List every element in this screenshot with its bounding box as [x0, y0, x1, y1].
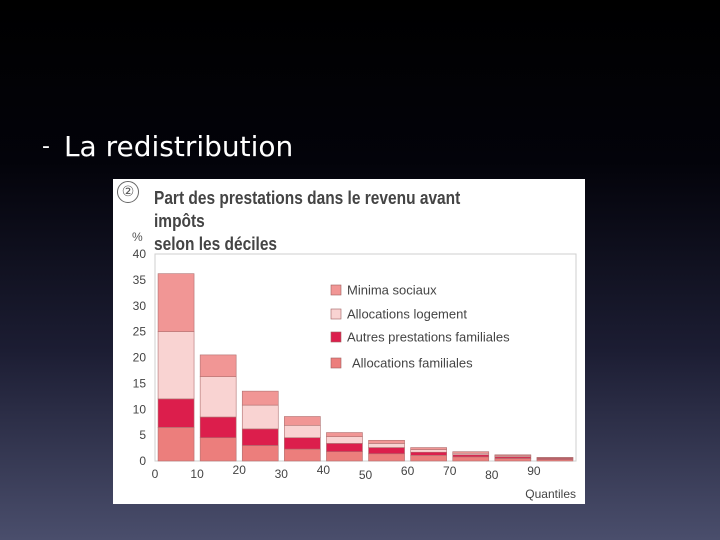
- bar-segment-allocations-logement: [326, 436, 363, 444]
- y-tick-label: 10: [133, 402, 147, 416]
- bar-segment-autres-prestations-familiales: [452, 454, 490, 458]
- chart-figure: ② Part des prestations dans le revenu av…: [113, 179, 585, 504]
- x-tick-label: 30: [275, 467, 289, 481]
- y-tick-label: 0: [139, 454, 146, 468]
- bar-segment-allocations-familiales: [157, 427, 195, 462]
- figure-number: ②: [117, 181, 139, 203]
- y-tick-label: 20: [133, 351, 147, 365]
- stacked-bar-chart: % 0 5 10 15 20 25 30 35 40 0 10 20 30 40 50 60 70 80 90 Quan…: [132, 230, 577, 501]
- bar-segment-autres-prestations-familiales: [157, 398, 195, 428]
- y-tick-label: 30: [133, 299, 147, 313]
- bar-segment-autres-prestations-familiales: [368, 447, 405, 455]
- bar-segment-autres-prestations-familiales: [410, 451, 447, 456]
- x-tick-label: 60: [401, 464, 415, 478]
- bar-segment-allocations-logement: [241, 404, 279, 430]
- bar-segment-allocations-logement: [410, 449, 447, 453]
- legend-swatch-autres-prestations-familiales: [330, 331, 342, 343]
- legend-swatch-minima-sociaux: [330, 284, 342, 296]
- bar-segment-allocations-familiales: [452, 456, 490, 462]
- bullet-text: La redistribution: [63, 130, 294, 163]
- y-tick-label: 15: [133, 376, 147, 390]
- bar-segment-allocations-familiales: [199, 437, 237, 462]
- chart-title-line1: Part des prestations dans le revenu avan…: [154, 188, 461, 231]
- bar-segment-minima-sociaux: [284, 416, 321, 426]
- bar-segment-minima-sociaux: [241, 390, 279, 406]
- legend-swatch-allocations-logement: [330, 308, 342, 320]
- y-tick-label: 35: [133, 273, 147, 287]
- legend-label-allocations-logement: Allocations logement: [347, 307, 467, 322]
- bar-segment-minima-sociaux: [368, 439, 405, 444]
- x-tick-label: 40: [317, 463, 331, 477]
- bar-segment-allocations-familiales: [494, 458, 532, 462]
- bar-segment-autres-prestations-familiales: [241, 428, 279, 446]
- bar-segment-allocations-logement: [157, 331, 195, 400]
- bar-segment-minima-sociaux: [199, 354, 237, 377]
- bar-segment-autres-prestations-familiales: [326, 443, 363, 452]
- bar-segment-allocations-logement: [368, 443, 405, 448]
- x-tick-label: 20: [233, 463, 247, 477]
- bar-segment-allocations-logement: [284, 424, 321, 439]
- bullet-dash: -: [42, 134, 50, 159]
- legend-label-allocations-familiales: Allocations familiales: [352, 356, 473, 371]
- x-axis-label: Quantiles: [525, 487, 576, 501]
- y-tick-label: 5: [139, 428, 146, 442]
- bar-segment-minima-sociaux: [157, 273, 195, 332]
- x-tick-label: 0: [152, 467, 159, 481]
- bar-segment-allocations-familiales: [284, 448, 321, 462]
- bar-segment-minima-sociaux: [410, 447, 447, 450]
- chart-title-line2: selon les déciles: [154, 234, 278, 254]
- bar-segment-minima-sociaux: [452, 451, 490, 454]
- bar-segment-allocations-familiales: [241, 445, 279, 462]
- bar-segment-minima-sociaux: [326, 432, 363, 437]
- bar-segment-autres-prestations-familiales: [284, 437, 321, 450]
- y-tick-label: 25: [133, 325, 147, 339]
- x-tick-label: 90: [527, 464, 541, 478]
- bar-segment-allocations-familiales: [410, 455, 447, 462]
- y-axis-label: %: [132, 230, 143, 244]
- slide-bullet: - La redistribution: [42, 130, 293, 167]
- legend-label-autres-prestations-familiales: Autres prestations familiales: [347, 330, 510, 345]
- x-tick-label: 10: [190, 467, 204, 481]
- x-tick-label: 50: [359, 468, 373, 482]
- bar-segment-minima-sociaux: [494, 454, 532, 457]
- chart-title: Part des prestations dans le revenu avan…: [154, 187, 515, 256]
- bar-segment-allocations-logement: [199, 376, 237, 418]
- x-tick-label: 70: [443, 464, 457, 478]
- plot-frame: [154, 253, 577, 462]
- legend-label-minima-sociaux: Minima sociaux: [347, 283, 437, 298]
- legend-swatch-allocations-familiales: [330, 357, 342, 369]
- bar-segment-allocations-familiales: [368, 453, 405, 462]
- bar-segment-allocations-familiales: [326, 451, 363, 462]
- bar-segment-minima-sociaux: [536, 457, 574, 459]
- x-tick-label: 80: [485, 468, 499, 482]
- y-tick-label: 40: [133, 247, 147, 261]
- bar-segment-autres-prestations-familiales: [199, 416, 237, 439]
